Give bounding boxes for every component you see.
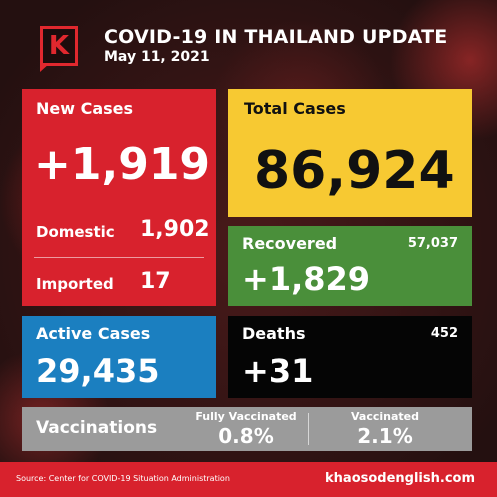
active-cases-label: Active Cases — [36, 324, 151, 343]
new-cases-divider — [34, 257, 204, 258]
fully-vaccinated-value: 0.8% — [218, 424, 274, 448]
khaosod-logo: K — [40, 26, 78, 66]
vaccinated-label: Vaccinated — [351, 410, 419, 423]
report-date: May 11, 2021 — [104, 49, 210, 65]
imported-label: Imported — [36, 275, 114, 293]
vaccinated-value: 2.1% — [357, 424, 413, 448]
domestic-value: 1,902 — [140, 217, 210, 242]
recovered-total: 57,037 — [407, 236, 458, 251]
new-cases-value: +1,919 — [34, 139, 211, 190]
logo-letter: K — [48, 31, 70, 61]
deaths-value: +31 — [242, 352, 314, 390]
active-cases-value: 29,435 — [36, 352, 160, 390]
page-title: COVID-19 IN THAILAND UPDATE — [104, 26, 448, 48]
deaths-total: 452 — [430, 326, 458, 341]
total-cases-label: Total Cases — [244, 99, 346, 118]
vaccinated-column: Vaccinated 2.1% — [320, 410, 450, 448]
vaccinations-divider — [308, 413, 309, 445]
new-cases-card: New Cases +1,919 Domestic 1,902 Imported… — [22, 89, 216, 306]
active-cases-card: Active Cases 29,435 — [22, 316, 216, 398]
footer-bar: Source: Center for COVID-19 Situation Ad… — [0, 462, 497, 497]
recovered-card: Recovered 57,037 +1,829 — [228, 226, 472, 306]
deaths-label: Deaths — [242, 324, 306, 343]
deaths-card: Deaths 452 +31 — [228, 316, 472, 398]
source-credit: Source: Center for COVID-19 Situation Ad… — [16, 474, 230, 483]
imported-value: 17 — [140, 269, 171, 294]
fully-vaccinated-column: Fully Vaccinated 0.8% — [178, 410, 314, 448]
recovered-value: +1,829 — [242, 260, 371, 298]
site-link[interactable]: khaosodenglish.com — [325, 471, 475, 486]
vaccinations-label: Vaccinations — [36, 418, 158, 438]
fully-vaccinated-label: Fully Vaccinated — [195, 410, 297, 423]
vaccinations-card: Vaccinations Fully Vaccinated 0.8% Vacci… — [22, 407, 472, 451]
recovered-label: Recovered — [242, 234, 338, 253]
total-cases-value: 86,924 — [254, 141, 455, 201]
new-cases-label: New Cases — [36, 99, 134, 118]
domestic-label: Domestic — [36, 223, 115, 241]
total-cases-card: Total Cases 86,924 — [228, 89, 472, 217]
